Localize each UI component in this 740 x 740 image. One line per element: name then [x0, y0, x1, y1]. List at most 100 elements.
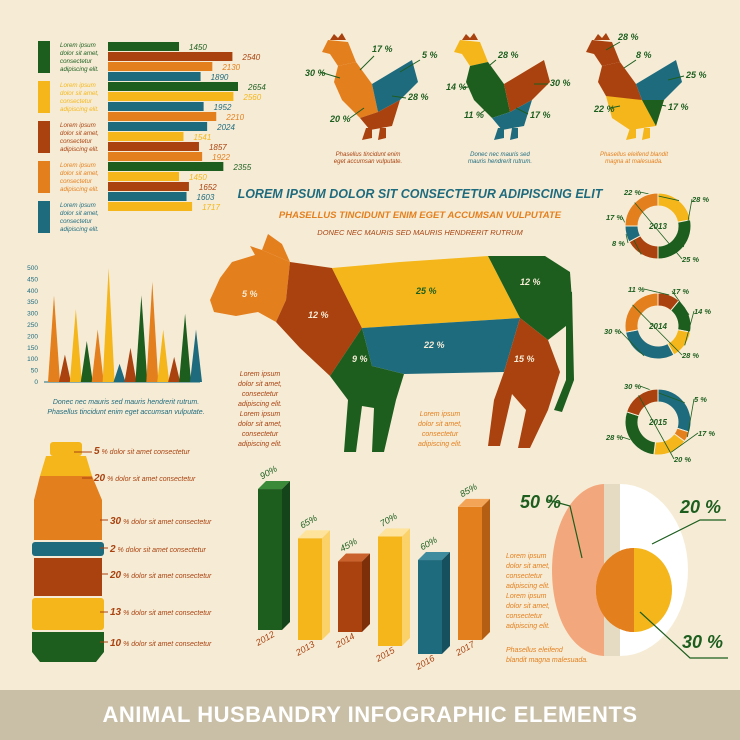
bottle-band-teal: [32, 542, 104, 556]
donut-label: 8 %: [612, 239, 625, 248]
bottle-neck: [40, 456, 92, 476]
bottle-base: [32, 632, 104, 662]
column-side: [482, 498, 490, 640]
cow-text-line: Lorem ipsum: [240, 371, 281, 378]
chicken-label: 5 %: [422, 50, 438, 60]
bar: [108, 52, 233, 61]
column-value-label: 65%: [298, 513, 319, 531]
bar: [108, 122, 208, 131]
bar-value-label: 2540: [241, 53, 260, 62]
donut-leader: [621, 436, 631, 441]
egg-yolk-right: [634, 548, 672, 632]
donut-label: 14 %: [694, 307, 711, 316]
chicken-comb: [594, 33, 610, 40]
chicken-head: [454, 40, 488, 66]
y-tick-label: 500: [27, 265, 38, 272]
legend-text: dolor sit amet,: [60, 90, 99, 97]
chicken-caption: Phasellus eleifend blandit: [600, 152, 668, 158]
y-tick-label: 50: [31, 368, 39, 375]
column-year-label: 2013: [293, 639, 316, 658]
y-tick-label: 400: [27, 288, 38, 295]
donut-label: 28 %: [691, 195, 709, 204]
legend-text: consectetur: [60, 218, 93, 225]
bottle-legend-item: 13 % dolor sit amet consectetur: [110, 607, 212, 618]
column-year-label: 2016: [413, 653, 436, 672]
donut-year: 2015: [648, 418, 667, 427]
cow-back: [332, 256, 520, 328]
chicken-caption: Phasellus tincidunt enim: [336, 152, 401, 158]
legend-text: adipiscing elit.: [60, 106, 99, 113]
cow-rump: [488, 256, 572, 340]
donut-label: 11 %: [628, 285, 645, 294]
bottle-band-red: [34, 558, 102, 596]
column-side: [362, 553, 370, 632]
column-year-label: 2014: [333, 631, 356, 650]
egg-yolk-left2: [596, 548, 634, 632]
bar-value-label: 2355: [232, 163, 251, 172]
donut-label: 30 %: [604, 327, 621, 336]
chicken-caption: eget accumsan vulputate.: [334, 159, 402, 165]
donut-leader: [632, 304, 683, 356]
legend-text: dolor sit amet,: [60, 130, 99, 137]
column-top: [418, 552, 450, 561]
legend-text: consectetur: [60, 138, 93, 145]
spike-caption: Donec nec mauris sed mauris hendrerit ru…: [53, 399, 199, 406]
column-side: [402, 528, 410, 646]
cow-text-line: Lorem ipsum: [420, 411, 461, 418]
donut-label: 28 %: [605, 433, 623, 442]
donut-charts: 22 % 28 % 17 % 8 % 25 % 2013 11 % 17 % 14 % 30 % 2…: [604, 188, 715, 464]
egg-text: dolor sit amet,: [506, 603, 550, 610]
cow-head: [210, 246, 290, 322]
chicken-label: 30 %: [305, 68, 326, 78]
egg-text: dolor sit amet,: [506, 563, 550, 570]
cow-text-line: dolor sit amet,: [418, 421, 462, 428]
donut-leader: [619, 330, 645, 357]
spike: [102, 268, 115, 382]
y-tick-label: 100: [27, 356, 38, 363]
cow-neck: [276, 262, 362, 376]
cow-label: 12 %: [520, 277, 541, 287]
cow-label: 22 %: [423, 340, 445, 350]
bottle-legend-item: 30 % dolor sit amet consectetur: [110, 516, 212, 527]
cow-text-line: adipiscing elit.: [418, 441, 462, 448]
spike: [91, 329, 104, 382]
bar-value-label: 2654: [247, 83, 266, 92]
column-bar: [458, 506, 482, 640]
cow-tail: [554, 290, 574, 412]
column-top: [338, 553, 370, 562]
chicken-leg: [626, 128, 650, 140]
egg-text: adipiscing elit.: [506, 623, 550, 630]
column-side: [282, 481, 290, 630]
bar: [108, 112, 217, 121]
donut-label: 20 %: [673, 455, 691, 464]
column-year-label: 2012: [253, 629, 276, 648]
spike: [58, 354, 71, 382]
donut-label: 17 %: [672, 287, 689, 296]
bar: [108, 72, 201, 81]
chicken-label: 28 %: [407, 92, 429, 102]
headline-sub1: PHASELLUS TINCIDUNT ENIM EGET ACCUMSAN V…: [279, 210, 562, 221]
bottle-band-yellow: [32, 598, 104, 630]
bottle-legend-item: 5 % dolor sit amet consectetur: [94, 446, 190, 457]
legend-text: consectetur: [60, 58, 93, 65]
legend-text: Lorem ipsum: [60, 162, 96, 169]
footer-title: ANIMAL HUSBANDRY INFOGRAPHIC ELEMENTS: [102, 702, 638, 727]
cow-text-line: consectetur: [242, 391, 279, 398]
egg-pct-50: 50 %: [520, 492, 561, 512]
donut-leader: [683, 198, 693, 248]
bottle-cap: [50, 442, 82, 456]
spike: [48, 295, 60, 382]
chicken-label: 17 %: [530, 110, 551, 120]
y-tick-label: 250: [27, 322, 38, 329]
cow-label: 25 %: [415, 286, 437, 296]
donut-label: 25 %: [681, 255, 699, 264]
chicken-1: 30 % 17 % 5 % 28 % 20 % Phasellus tincid…: [305, 33, 438, 165]
egg-pct-20: 20 %: [679, 497, 721, 517]
bar-value-label: 1952: [214, 103, 232, 112]
cow-belly: [362, 318, 520, 374]
spike: [124, 347, 137, 382]
legend-text: dolor sit amet,: [60, 170, 99, 177]
bar-value-label: 2024: [216, 123, 235, 132]
